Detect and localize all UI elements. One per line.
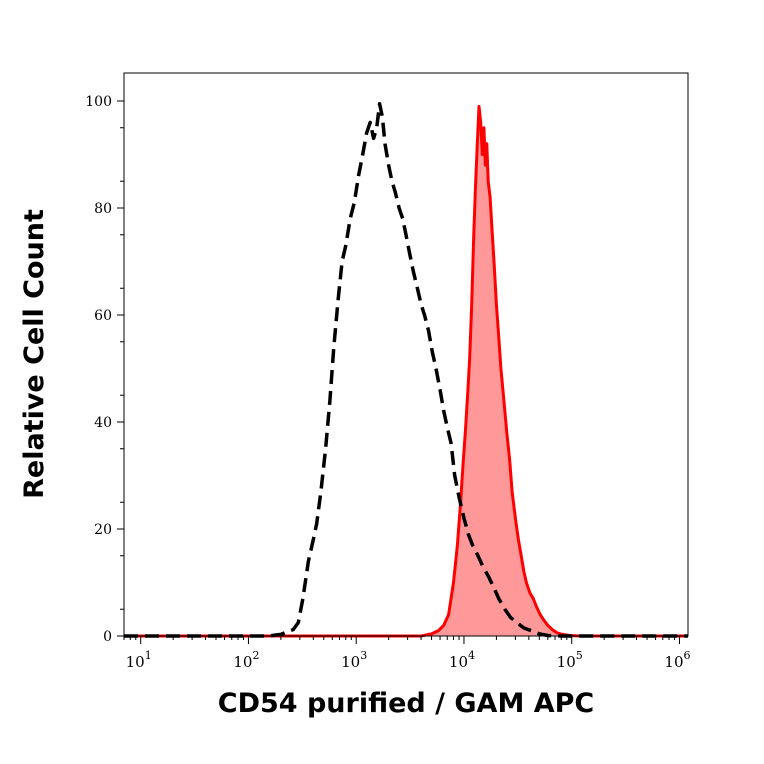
axes-layer: 0 20 40 60 80 100 101 102 103 104 105 106: [85, 94, 690, 671]
histogram-line-dashed: [124, 101, 688, 638]
plot-area-frame: [123, 72, 689, 637]
histogram-line-solid: [124, 104, 688, 638]
x-tick-label: 105: [557, 649, 583, 671]
x-tick-label: 106: [664, 649, 690, 671]
y-axis-title: Relative Cell Count: [19, 209, 50, 499]
x-tick-label: 102: [233, 649, 259, 671]
x-tick-label: 103: [341, 649, 367, 671]
x-tick-label: 101: [126, 649, 152, 671]
y-tick-label: 0: [103, 629, 112, 645]
series-layer: [124, 101, 688, 638]
y-tick-label: 20: [94, 522, 112, 538]
x-tick-label: 104: [449, 649, 475, 671]
x-axis-title: CD54 purified / GAM APC: [218, 688, 594, 719]
y-tick-label: 60: [94, 308, 112, 324]
y-tick-label: 40: [94, 415, 112, 431]
y-tick-label: 100: [85, 94, 112, 110]
histogram-fill-solid: [124, 106, 688, 636]
y-tick-label: 80: [94, 201, 112, 217]
